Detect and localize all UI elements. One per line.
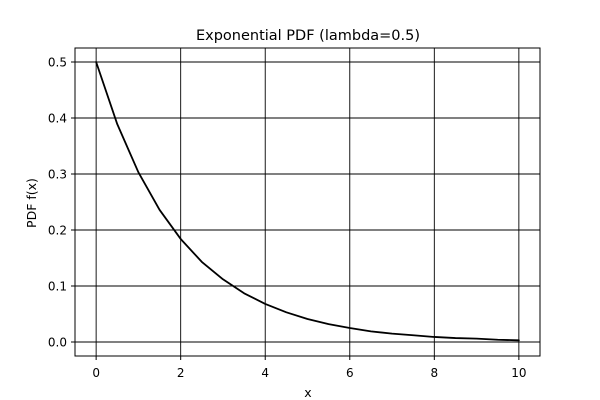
y-tick-label-4: 0.4 bbox=[48, 112, 67, 126]
x-axis-label: x bbox=[304, 385, 311, 400]
chart-title: Exponential PDF (lambda=0.5) bbox=[196, 28, 420, 44]
series-line-0 bbox=[95, 61, 520, 342]
plot-area: 0 2 4 6 8 10 0.0 0.1 0.2 0.3 0.4 0.5 bbox=[48, 47, 541, 380]
y-tick-label-0: 0.0 bbox=[48, 336, 67, 350]
y-axis-label: PDF f(x) bbox=[24, 178, 39, 228]
y-tick-label-2: 0.2 bbox=[48, 224, 67, 238]
x-tick-label-1: 2 bbox=[177, 366, 185, 380]
y-tick-label-1: 0.1 bbox=[48, 280, 67, 294]
x-tick-label-5: 10 bbox=[511, 366, 526, 380]
x-tick-label-0: 0 bbox=[92, 366, 100, 380]
x-tick-label-2: 4 bbox=[261, 366, 269, 380]
x-tick-label-3: 6 bbox=[346, 366, 354, 380]
y-tick-label-3: 0.3 bbox=[48, 168, 67, 182]
x-tick-label-4: 8 bbox=[430, 366, 438, 380]
axes-frame bbox=[74, 47, 541, 357]
y-tick-label-5: 0.5 bbox=[48, 56, 67, 70]
